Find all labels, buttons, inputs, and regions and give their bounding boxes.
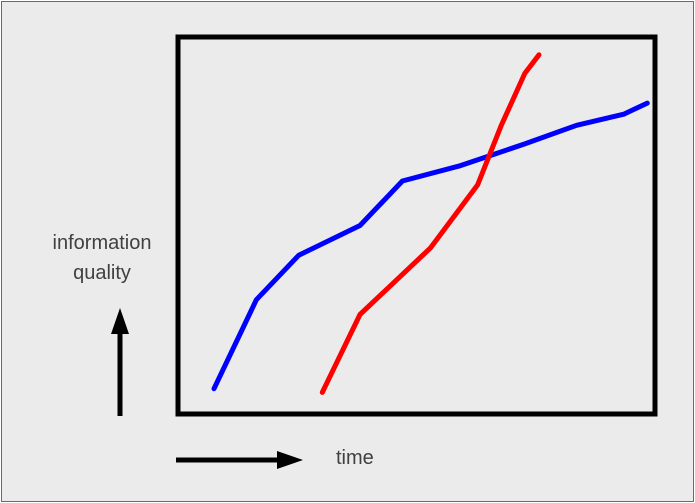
y-axis-label-line-1: information: [52, 232, 152, 254]
series-line-2: [319, 52, 542, 395]
y-axis-label: information quality: [32, 228, 172, 288]
y-axis-label-line-2: quality: [73, 262, 131, 284]
y-axis-arrow: [111, 308, 129, 416]
series-layer: [211, 52, 650, 395]
series-line-1: [211, 100, 650, 392]
x-axis-label: time: [336, 447, 374, 469]
x-axis-arrow: [176, 451, 303, 469]
plot-area-border: [175, 34, 658, 417]
